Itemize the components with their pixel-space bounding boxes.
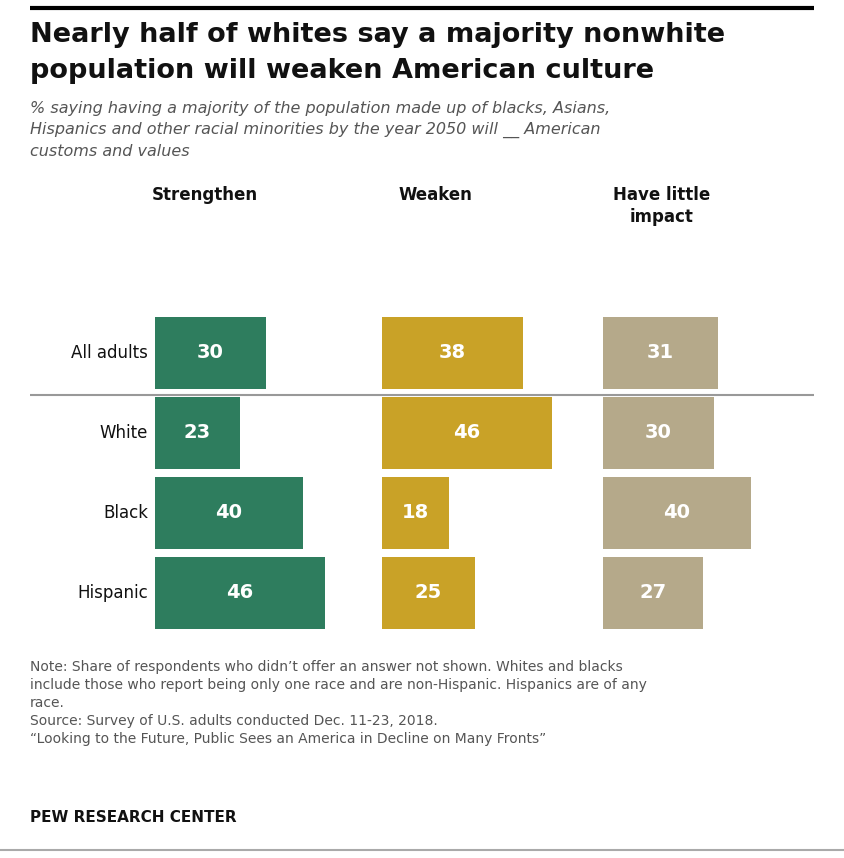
Bar: [382, 317, 522, 389]
Text: 31: 31: [647, 343, 674, 362]
Text: 27: 27: [640, 583, 667, 602]
Text: Source: Survey of U.S. adults conducted Dec. 11-23, 2018.: Source: Survey of U.S. adults conducted …: [30, 714, 438, 728]
Text: 25: 25: [414, 583, 442, 602]
Bar: [155, 397, 240, 469]
Text: PEW RESEARCH CENTER: PEW RESEARCH CENTER: [30, 810, 236, 825]
Text: 18: 18: [402, 504, 429, 523]
Bar: [603, 557, 703, 629]
Text: Black: Black: [103, 504, 148, 522]
Bar: [603, 397, 714, 469]
Bar: [155, 477, 303, 549]
Text: Note: Share of respondents who didn’t offer an answer not shown. Whites and blac: Note: Share of respondents who didn’t of…: [30, 660, 623, 674]
Text: Have little
impact: Have little impact: [614, 186, 711, 227]
Text: include those who report being only one race and are non-Hispanic. Hispanics are: include those who report being only one …: [30, 678, 647, 692]
Text: % saying having a majority of the population made up of blacks, Asians,
Hispanic: % saying having a majority of the popula…: [30, 101, 610, 160]
Text: 30: 30: [197, 343, 224, 362]
Text: 23: 23: [184, 424, 211, 443]
Text: population will weaken American culture: population will weaken American culture: [30, 58, 654, 84]
Text: 46: 46: [226, 583, 254, 602]
Text: 40: 40: [663, 504, 690, 523]
Bar: [155, 317, 266, 389]
Bar: [382, 477, 449, 549]
Text: 40: 40: [215, 504, 242, 523]
Bar: [603, 477, 751, 549]
Text: 46: 46: [453, 424, 481, 443]
Text: White: White: [100, 424, 148, 442]
Bar: [382, 557, 474, 629]
Text: Strengthen: Strengthen: [152, 186, 258, 204]
Text: Weaken: Weaken: [398, 186, 472, 204]
Bar: [382, 397, 552, 469]
Text: Nearly half of whites say a majority nonwhite: Nearly half of whites say a majority non…: [30, 22, 725, 48]
Bar: [603, 317, 717, 389]
Text: Hispanic: Hispanic: [78, 584, 148, 602]
Text: 30: 30: [645, 424, 672, 443]
Text: All adults: All adults: [71, 344, 148, 362]
Text: 38: 38: [439, 343, 466, 362]
Bar: [155, 557, 325, 629]
Text: race.: race.: [30, 696, 65, 710]
Text: “Looking to the Future, Public Sees an America in Decline on Many Fronts”: “Looking to the Future, Public Sees an A…: [30, 732, 546, 746]
